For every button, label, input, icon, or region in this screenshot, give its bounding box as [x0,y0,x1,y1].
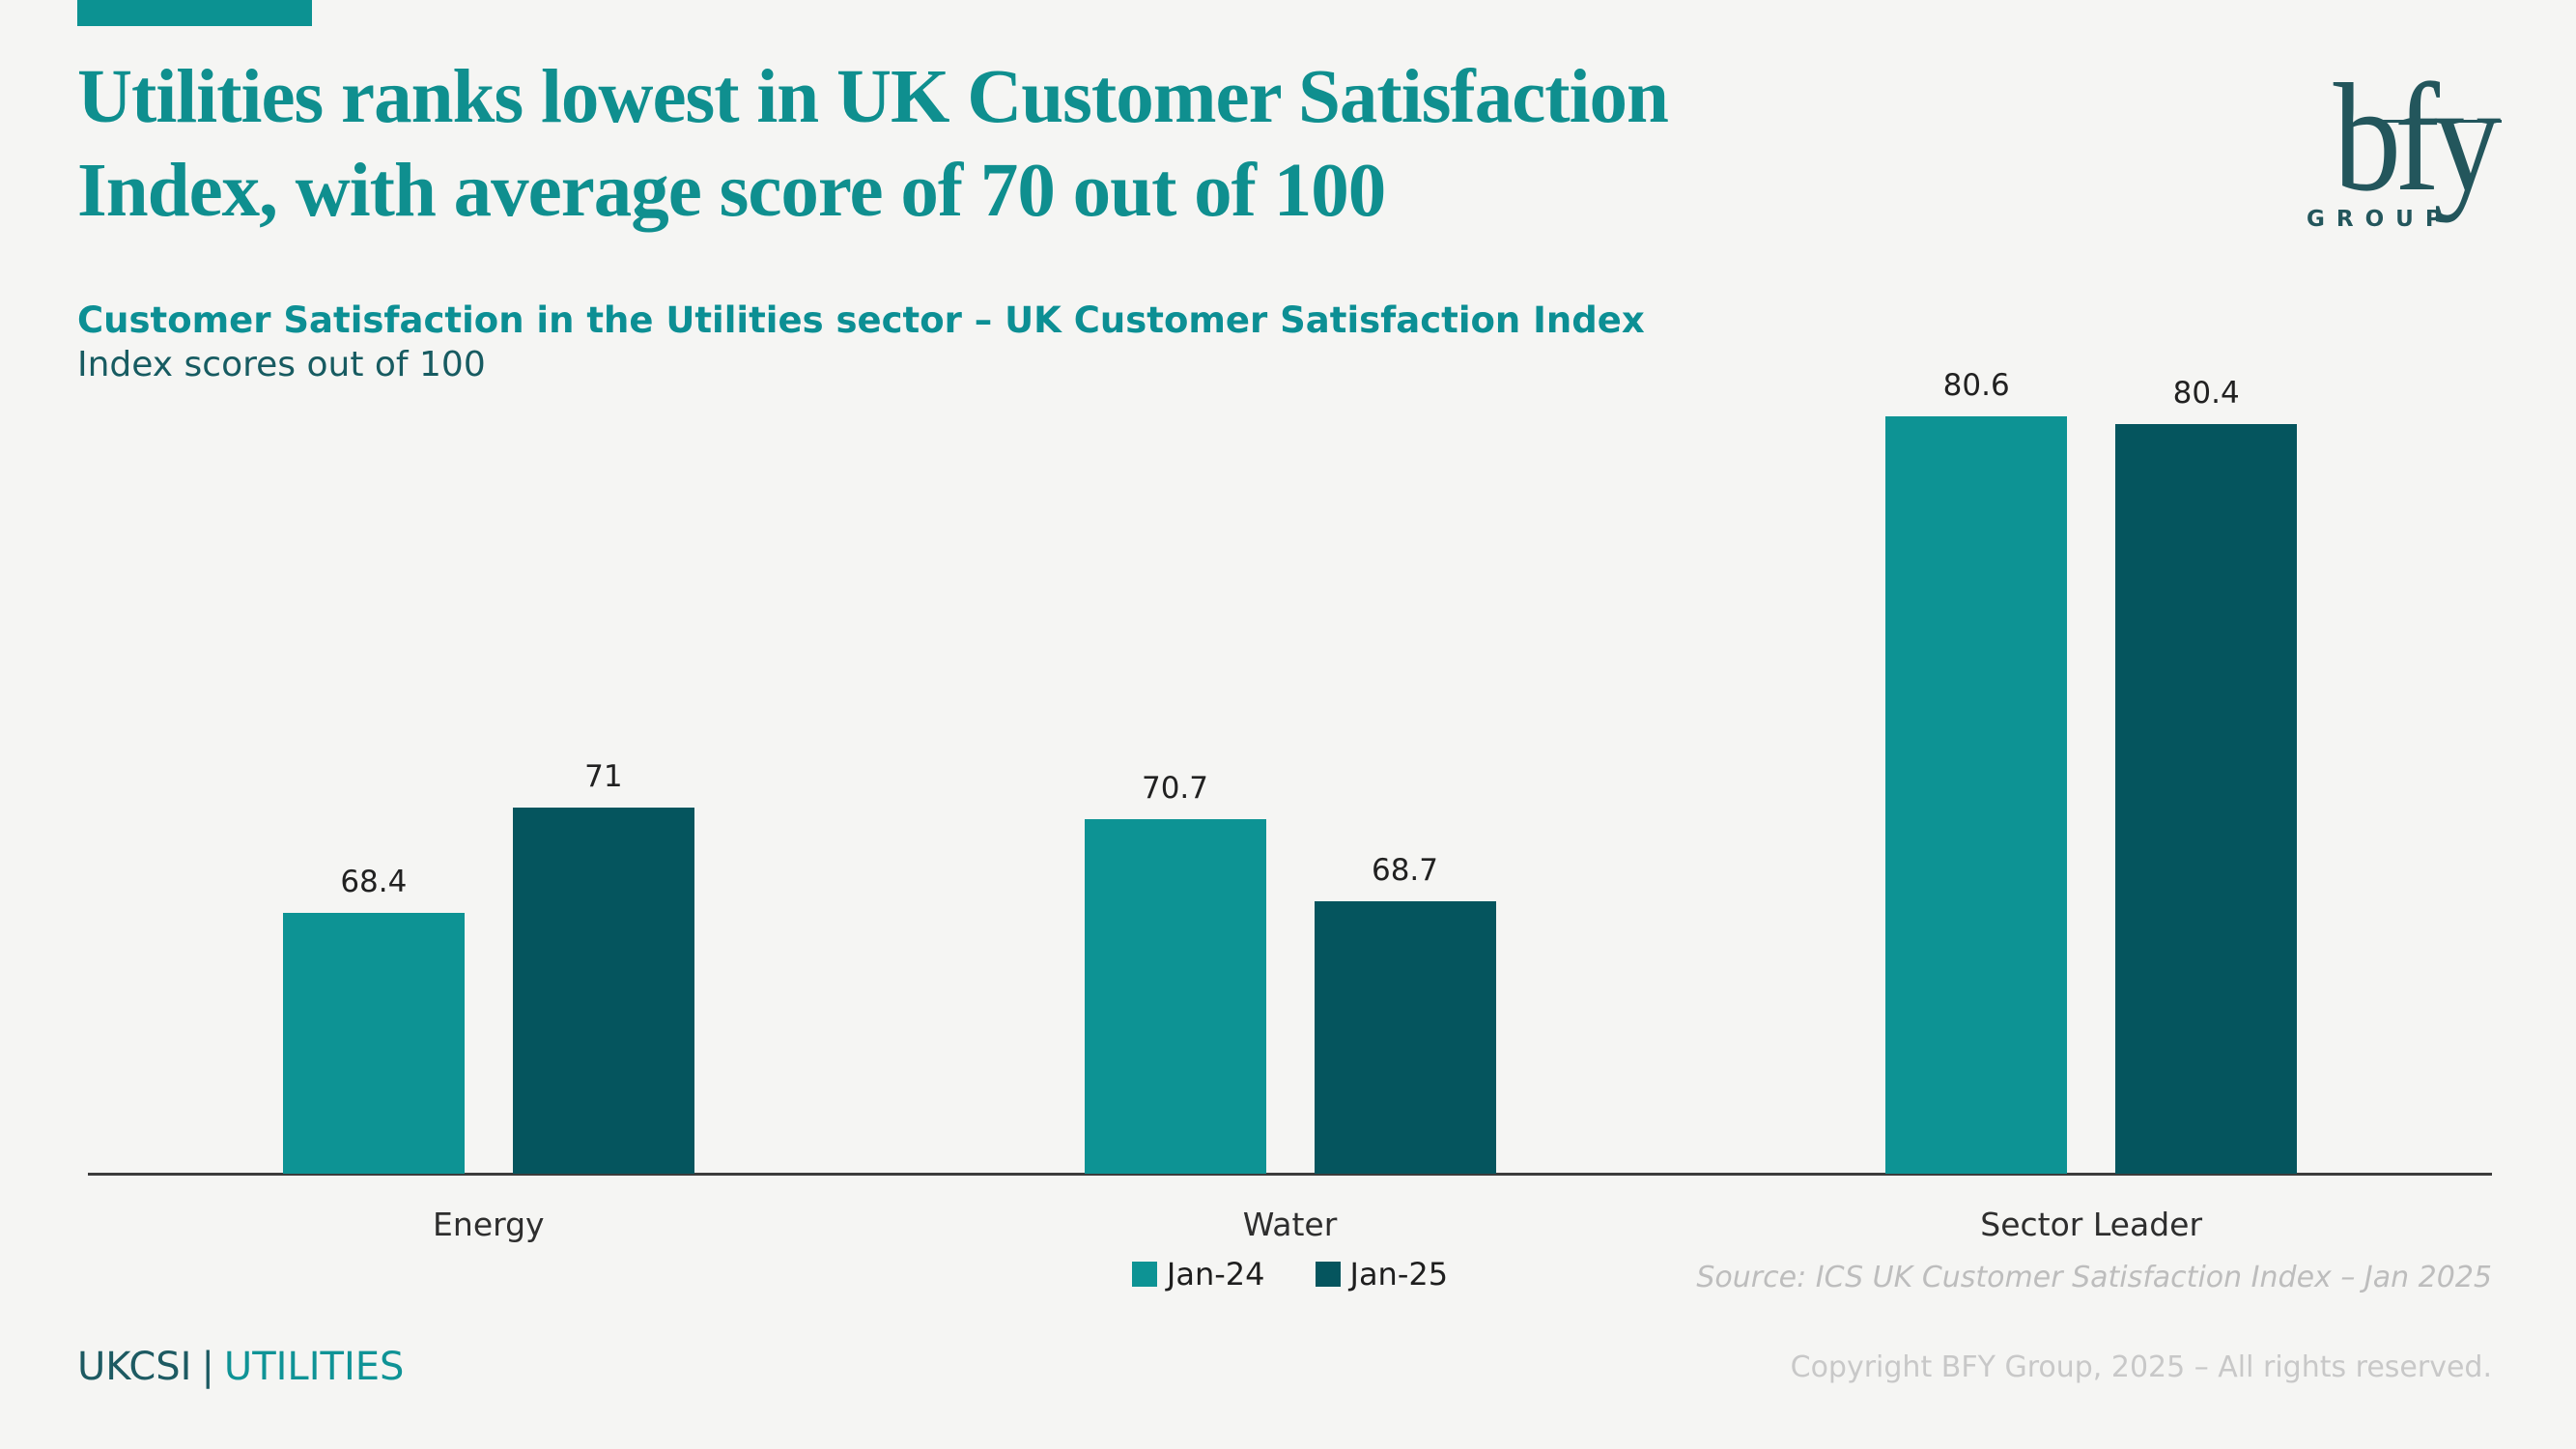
x-axis-line [88,1173,2492,1176]
page-title-line-2: Index, with average score of 70 out of 1… [77,149,1386,233]
legend-swatch-jan-25 [1315,1262,1341,1287]
category-label-sector-leader: Sector Leader [1980,1206,2203,1243]
bar-water-jan-24 [1084,819,1266,1174]
chart-legend: Jan-24 Jan-25 [88,1256,2492,1293]
bar-value-label-water-jan-24: 70.7 [1141,771,1209,807]
logo-subtext: GROUP [2307,207,2453,232]
category-label-water: Water [1242,1206,1338,1243]
legend-label-jan-24: Jan-24 [1166,1256,1265,1293]
legend-item-jan-25: Jan-25 [1315,1256,1449,1293]
accent-bar [77,0,312,26]
footer-report-name: UKCSI [77,1345,192,1389]
bar-sector-leader-jan-24 [1885,416,2068,1174]
legend-label-jan-25: Jan-25 [1349,1256,1449,1293]
bar-value-label-sector-leader-jan-24: 80.6 [1942,368,2010,404]
bar-energy-jan-24 [282,913,465,1174]
source-note: Source: ICS UK Customer Satisfaction Ind… [1696,1261,2492,1294]
footer-copyright: Copyright BFY Group, 2025 – All rights r… [1790,1350,2492,1384]
legend-swatch-jan-24 [1131,1262,1157,1287]
footer-section-name: UTILITIES [223,1345,405,1389]
bfy-logo: bfy GROUP [2299,60,2502,239]
bar-value-label-sector-leader-jan-25: 80.4 [2172,376,2240,412]
bar-energy-jan-25 [512,807,694,1174]
chart-title: Customer Satisfaction in the Utilities s… [77,299,1645,341]
bar-sector-leader-jan-25 [2115,424,2298,1174]
logo-wordmark: bfy [2333,51,2501,223]
footer-separator: | [201,1345,214,1389]
bar-value-label-energy-jan-24: 68.4 [340,865,408,900]
bar-water-jan-25 [1314,900,1496,1174]
footer-breadcrumb: UKCSI | UTILITIES [77,1345,404,1389]
page-title: Utilities ranks lowest in UK Customer Sa… [77,50,2222,238]
bar-value-label-energy-jan-25: 71 [584,758,623,794]
logo-crossbar [2376,120,2502,123]
legend-item-jan-24: Jan-24 [1131,1256,1265,1293]
chart-units-label: Index scores out of 100 [77,345,486,384]
page-title-line-1: Utilities ranks lowest in UK Customer Sa… [77,55,1669,139]
bar-value-label-water-jan-25: 68.7 [1371,852,1439,888]
bar-chart-plot-area: 68.4 71 Energy 70.7 68.7 Water 80.6 80.4 Sector … [88,359,2492,1243]
category-label-energy: Energy [433,1206,545,1243]
